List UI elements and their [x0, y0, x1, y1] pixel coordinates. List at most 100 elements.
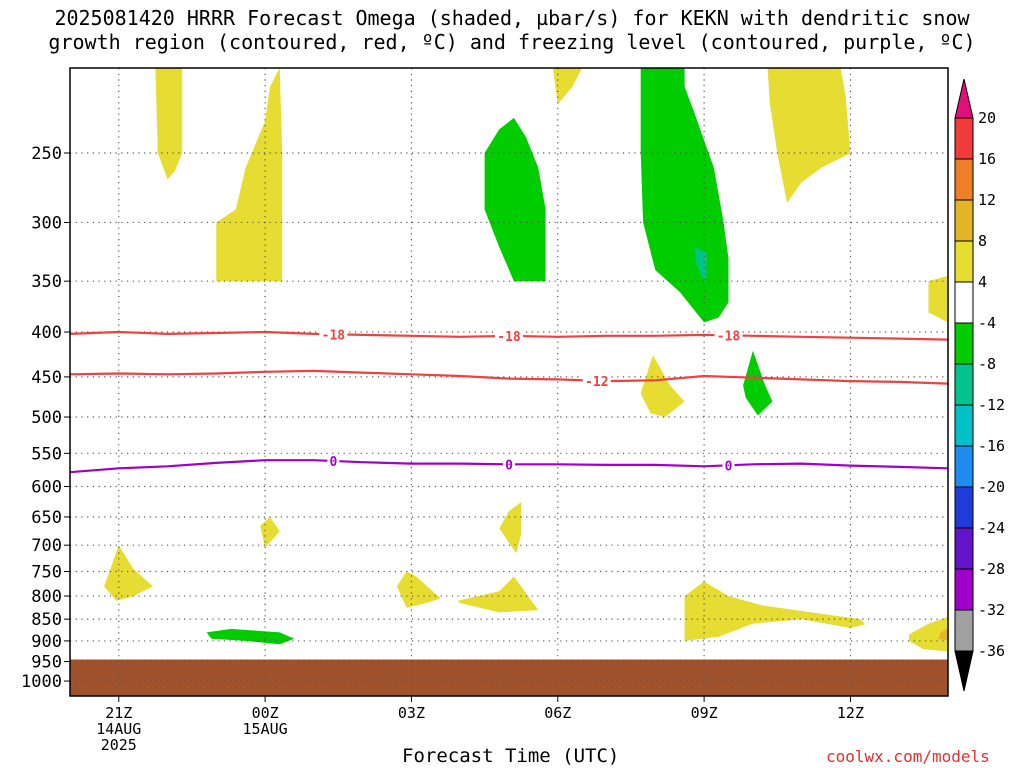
- y-tick-label-400: 400: [31, 323, 62, 343]
- colorbar-label: -24: [978, 519, 1005, 537]
- omega-region-11: [260, 517, 280, 548]
- contour-label: -18: [322, 328, 346, 343]
- colorbar-bin-6: [954, 322, 974, 365]
- y-tick-label-850: 850: [31, 610, 62, 630]
- x-axis-title: Forecast Time (UTC): [402, 745, 620, 767]
- colorbar-bin-8: [954, 404, 974, 447]
- temperature-contour-2: [69, 369, 949, 385]
- y-tick-label-350: 350: [31, 272, 62, 292]
- colorbar-bin-7: [954, 363, 974, 406]
- x-tick-label: 2025: [101, 736, 137, 754]
- colorbar-bottom-arrow: [954, 650, 974, 692]
- omega-region-6: [484, 117, 546, 282]
- chart-title: 2025081420 HRRR Forecast Omega (shaded, …: [0, 6, 1024, 54]
- omega-region-5: [928, 275, 948, 323]
- y-tick-label-450: 450: [31, 368, 62, 388]
- x-tick-label: 15AUG: [243, 720, 288, 738]
- omega-region-1: [155, 68, 183, 180]
- colorbar-bin-13: [954, 609, 974, 652]
- contour-label-bg: [495, 328, 523, 343]
- colorbar-label: -4: [978, 314, 996, 332]
- colorbar-label: -20: [978, 478, 1005, 496]
- colorbar-label: -28: [978, 560, 1005, 578]
- contour-label: 0: [505, 458, 513, 473]
- colorbar-label: 16: [978, 150, 996, 168]
- colorbar-bin-11: [954, 527, 974, 570]
- omega-region-18: [938, 628, 948, 641]
- contour-label-bg: [327, 454, 340, 469]
- omega-region-19: [206, 628, 295, 645]
- contour-label-bg: [582, 373, 611, 388]
- contour-label: 0: [725, 459, 733, 474]
- y-tick-label-650: 650: [31, 508, 62, 528]
- terrain-ground: [70, 659, 948, 696]
- credit-link[interactable]: coolwx.com/models: [826, 747, 990, 766]
- contour-label: 0: [329, 455, 337, 470]
- x-tick-label: 06Z: [544, 704, 571, 722]
- x-tick-label: 12Z: [837, 704, 864, 722]
- x-tick-label: 21Z: [105, 704, 132, 722]
- colorbar-label: -32: [978, 601, 1005, 619]
- colorbar-bin-3: [954, 199, 974, 242]
- colorbar-label: 4: [978, 273, 987, 291]
- contour-label: -12: [585, 375, 608, 390]
- y-tick-label-750: 750: [31, 562, 62, 582]
- colorbar: 20 16 12 8 4 -4 -8 -12 -16 -20 -24 -28 -32 -36: [954, 78, 1005, 692]
- omega-region-17: [909, 616, 948, 652]
- contour-label: -18: [717, 329, 741, 344]
- colorbar-label: 12: [978, 191, 996, 209]
- omega-region-8: [694, 247, 707, 282]
- colorbar-label: -12: [978, 396, 1005, 414]
- colorbar-bin-10: [954, 486, 974, 529]
- colorbar-bin-12: [954, 568, 974, 611]
- colorbar-bin-4: [954, 240, 974, 283]
- contour-label: -18: [497, 330, 521, 345]
- y-tick-label-500: 500: [31, 408, 62, 428]
- contour-lines: -18 -18 -18 -12 0 0 0: [69, 327, 949, 474]
- y-axis: 2503003504004505005506006507007508008509…: [21, 144, 70, 692]
- y-tick-label-300: 300: [31, 213, 62, 233]
- x-tick-label: 03Z: [398, 704, 425, 722]
- y-tick-label-800: 800: [31, 587, 62, 607]
- omega-region-10: [743, 350, 773, 416]
- y-tick-label-1000: 1000: [21, 672, 62, 692]
- omega-shaded-regions: [104, 68, 948, 652]
- colorbar-label: -36: [978, 642, 1005, 660]
- y-tick-label-550: 550: [31, 444, 62, 464]
- x-tick-label: 00Z: [252, 704, 279, 722]
- y-tick-label-700: 700: [31, 536, 62, 556]
- colorbar-top-arrow: [954, 78, 974, 119]
- omega-region-14: [396, 571, 441, 608]
- omega-region-12: [499, 502, 522, 554]
- chart-title-line-2: growth region (contoured, red, ºC) and f…: [48, 30, 976, 54]
- colorbar-bin-1: [954, 117, 974, 160]
- omega-region-3: [552, 68, 583, 105]
- colorbar-bin-9: [954, 445, 974, 488]
- x-tick-label: 09Z: [691, 704, 718, 722]
- omega-region-4: [767, 68, 851, 203]
- colorbar-bin-5: [954, 281, 974, 324]
- plot-frame: [69, 67, 949, 697]
- omega-region-7: [640, 68, 729, 323]
- contour-label-bg: [714, 328, 743, 343]
- colorbar-label: -16: [978, 437, 1005, 455]
- y-tick-label-900: 900: [31, 632, 62, 652]
- chart-title-line-1: 2025081420 HRRR Forecast Omega (shaded, …: [54, 6, 970, 30]
- y-tick-label-250: 250: [31, 144, 62, 164]
- contour-label-bg: [503, 457, 515, 472]
- y-tick-label-950: 950: [31, 653, 62, 673]
- y-tick-label-600: 600: [31, 477, 62, 497]
- colorbar-bin-2: [954, 158, 974, 201]
- omega-region-2: [216, 68, 283, 282]
- terrain-layer: [70, 659, 948, 696]
- colorbar-label: -8: [978, 355, 996, 373]
- omega-region-13: [104, 545, 153, 601]
- x-tick-label: 14AUG: [96, 720, 141, 738]
- contour-label-bg: [319, 327, 348, 342]
- omega-region-16: [684, 581, 866, 641]
- omega-region-15: [457, 576, 539, 613]
- colorbar-label: 20: [978, 109, 996, 127]
- contour-label-bg: [722, 458, 735, 473]
